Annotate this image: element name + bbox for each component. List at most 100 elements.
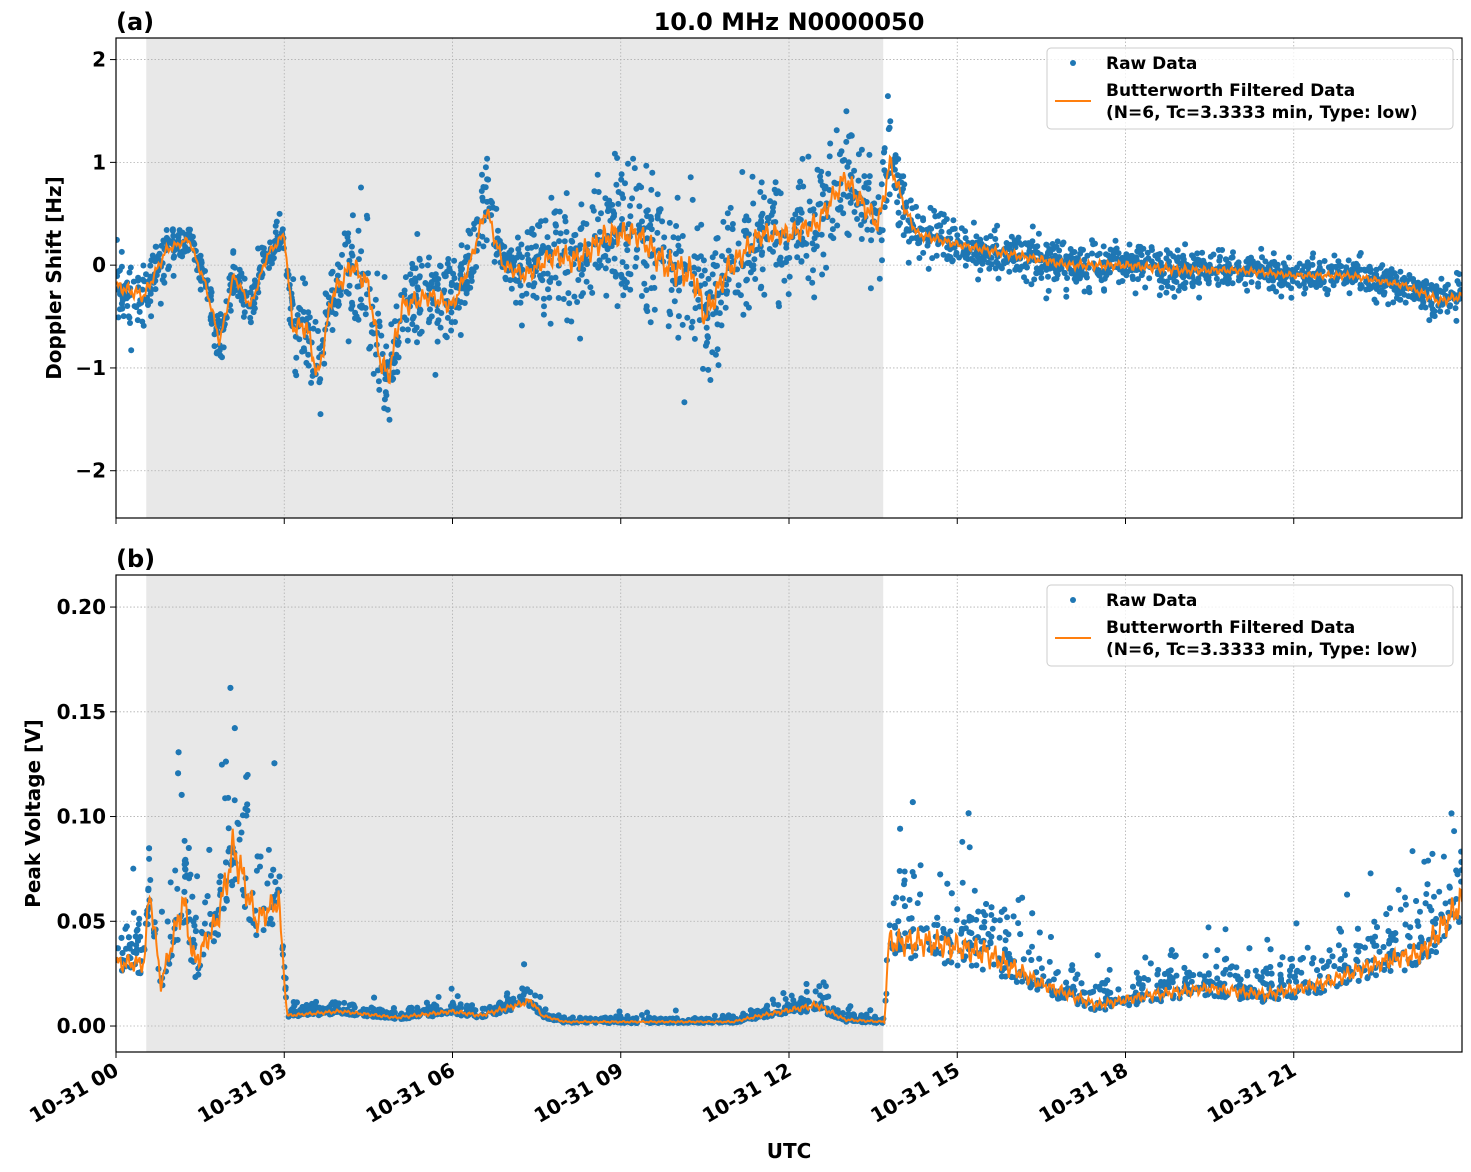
raw-data-point [590,207,597,214]
raw-data-point [1190,255,1197,262]
raw-data-point [541,303,547,310]
raw-data-point [691,264,697,271]
raw-data-point [858,236,865,242]
raw-data-point [247,319,254,326]
raw-data-point [571,293,578,300]
raw-data-point [792,211,799,218]
raw-data-point [1422,900,1429,907]
raw-data-point [1220,970,1227,977]
raw-data-point [1456,271,1462,278]
raw-data-point [126,941,133,948]
raw-data-point [202,899,209,906]
raw-data-point [1182,279,1189,286]
raw-data-point [868,237,875,244]
raw-data-point [749,173,756,180]
raw-data-point [454,993,461,1000]
raw-data-point [367,343,374,350]
raw-data-point [557,230,564,237]
raw-data-point [973,233,980,240]
raw-data-point [1225,260,1232,267]
raw-data-point [1136,249,1143,256]
raw-data-point [968,256,975,262]
raw-data-point [761,291,768,298]
raw-data-point [698,221,705,228]
raw-data-point [720,218,727,225]
raw-data-point [1277,961,1284,968]
raw-data-point [348,243,355,250]
raw-data-point [903,227,910,234]
raw-data-point [627,286,634,293]
raw-data-point [1396,296,1403,303]
y-tick-label: 0 [92,253,106,277]
raw-data-point [711,1012,718,1019]
raw-data-point [348,305,355,312]
raw-data-point [375,378,382,385]
raw-data-point [345,238,352,245]
legend-filtered-label: Butterworth Filtered Data [1106,81,1355,101]
raw-data-point [1424,881,1431,888]
raw-data-point [854,216,861,222]
raw-data-point [1031,276,1038,283]
raw-data-point [605,205,612,212]
raw-data-point [673,223,680,229]
raw-data-point [565,290,572,297]
raw-data-point [958,225,965,232]
raw-data-point [994,222,1001,229]
raw-data-point [1186,973,1193,980]
raw-data-point [376,318,383,325]
raw-data-point [773,261,780,268]
raw-data-point [552,274,559,281]
raw-data-point [740,311,747,318]
raw-data-point [629,195,636,202]
raw-data-point [611,210,618,217]
raw-data-point [1222,926,1229,933]
raw-data-point [1367,870,1374,877]
raw-data-point [623,279,630,286]
raw-data-point [416,330,423,337]
raw-data-point [618,280,625,287]
raw-data-point [1440,853,1447,860]
raw-data-point [1444,308,1451,315]
raw-data-point [900,185,906,192]
raw-data-point [1356,252,1363,259]
raw-data-point [881,204,888,211]
raw-data-point [1036,929,1043,936]
raw-data-point [1010,258,1017,265]
raw-data-point [547,320,554,327]
raw-data-point [805,153,812,160]
raw-data-point [145,302,151,308]
raw-data-point [401,287,408,294]
raw-data-point [966,844,973,851]
raw-data-point [1018,241,1025,248]
raw-data-point [1422,286,1429,293]
raw-data-point [1169,285,1176,291]
raw-data-point [875,194,882,201]
raw-data-point [713,309,720,316]
raw-data-point [901,181,908,188]
raw-data-point [1219,247,1226,253]
raw-data-point [1302,285,1309,292]
raw-data-point [960,248,967,255]
raw-data-point [139,276,146,283]
y-tick-label: 0.00 [57,1014,106,1038]
raw-data-point [712,250,719,257]
raw-data-point [622,284,629,291]
raw-data-point [1387,967,1394,974]
raw-data-point [647,214,654,220]
raw-data-point [471,226,477,232]
raw-data-point [905,259,912,266]
raw-data-point [861,173,868,180]
raw-data-point [316,345,323,352]
raw-data-point [794,254,801,261]
raw-data-point [312,318,319,325]
raw-data-point [1409,848,1416,855]
raw-data-point [926,225,933,232]
raw-data-point [583,278,590,285]
raw-data-point [297,306,304,313]
raw-data-point [826,153,833,160]
raw-data-point [174,885,181,892]
raw-data-point [299,348,306,355]
raw-data-point [1296,260,1303,267]
raw-data-point [654,191,661,198]
raw-data-point [624,247,631,254]
